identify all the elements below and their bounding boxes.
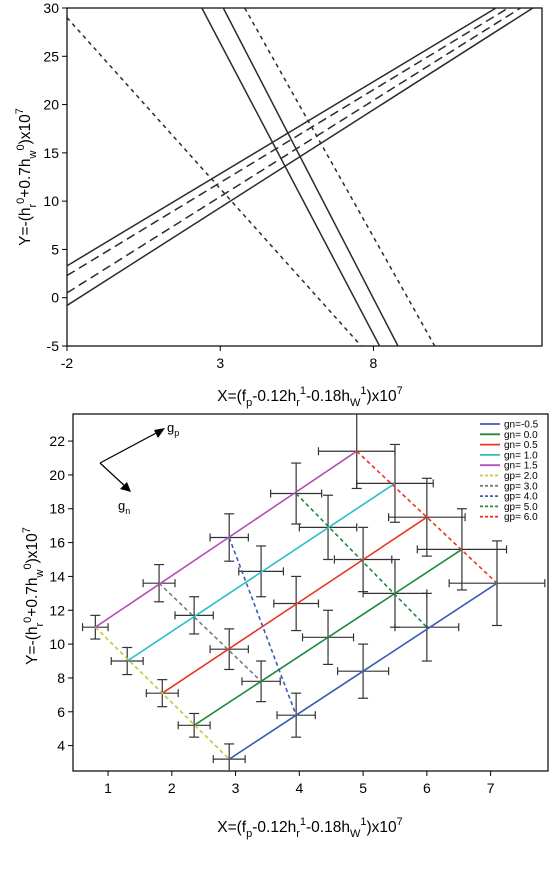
bottom-x-axis-label: X=(fp-0.12hr1-0.18hW1)x107 (217, 816, 402, 840)
top-line-5 (201, 8, 381, 346)
bottom-y-tick-label: 18 (49, 501, 65, 517)
top-x-tick-label: -2 (61, 355, 74, 371)
bottom-y-tick-label: 10 (49, 636, 65, 652)
top-x-axis-label: X=(fp-0.12hr1-0.18hW1)x107 (217, 385, 402, 409)
bottom-y-tick-label: 6 (57, 704, 65, 720)
top-series-lines (67, 8, 534, 346)
error-bar-4 (177, 712, 211, 738)
top-y-tick-label: 30 (43, 0, 59, 16)
bottom-y-tick-label: 22 (49, 433, 65, 449)
top-chart: -5 0 5 10 15 20 25 30 -2 3 8 Y=-(hr0+0.7hw0)x107 X… (14, 0, 543, 409)
legend-item-1: gn=-0.5 (480, 420, 539, 431)
top-line-6 (222, 8, 399, 346)
bottom-y-tick-label: 12 (49, 602, 65, 618)
bottom-y-tick-label: 14 (49, 568, 65, 584)
top-line-7 (67, 17, 362, 346)
legend-label: gp= 5.0 (504, 502, 538, 513)
bottom-series-line-1 (228, 582, 498, 760)
bottom-y-tick-label: 20 (49, 467, 65, 483)
error-bar-20 (394, 592, 460, 662)
top-y-tick-label: 20 (43, 97, 59, 113)
bottom-x-tick-label: 4 (295, 780, 303, 796)
bottom-y-tick-label: 4 (57, 738, 65, 754)
bottom-x-tick-label: 3 (232, 780, 240, 796)
top-y-axis-label: Y=-(hr0+0.7hw0)x107 (14, 108, 39, 246)
top-line-8 (244, 8, 436, 346)
top-line-3 (67, 8, 509, 277)
bottom-y-tick-label: 16 (49, 535, 65, 551)
legend-item-5: gn= 1.5 (480, 461, 538, 472)
legend-item-2: gn= 0.0 (480, 430, 538, 441)
bottom-series-lines (94, 450, 498, 760)
legend-item-4: gn= 1.0 (480, 450, 538, 461)
legend-label: gn= 1.0 (504, 450, 538, 461)
bottom-series-line-8 (228, 537, 297, 716)
top-y-tick-label: 0 (51, 290, 59, 306)
gp-arrow-head (154, 428, 165, 438)
top-x-tick-label: 8 (370, 355, 378, 371)
legend-item-9: gp= 5.0 (480, 502, 538, 513)
bottom-y-tick-label: 8 (57, 670, 65, 686)
bottom-series-line-2 (193, 548, 463, 726)
gn-arrow-line (99, 462, 128, 489)
top-plot-frame (66, 7, 543, 347)
legend-item-3: gn= 0.5 (480, 440, 538, 451)
bottom-series-line-4 (126, 482, 396, 662)
top-y-tick-label: 25 (43, 48, 59, 64)
error-bar-7 (174, 596, 214, 635)
bottom-series-line-5 (94, 450, 358, 628)
top-y-tick-label: -5 (47, 338, 60, 354)
legend-item-10: gp= 6.0 (480, 512, 538, 523)
legend-label: gp= 2.0 (504, 471, 538, 482)
bottom-legend: gn=-0.5gn= 0.0gn= 0.5gn= 1.0gn= 1.5gp= 2… (480, 420, 539, 523)
bottom-x-tick-label: 7 (487, 780, 495, 796)
legend-item-8: gp= 4.0 (480, 492, 538, 503)
top-y-tick-label: 15 (43, 145, 59, 161)
top-y-tick-label: 5 (51, 241, 59, 257)
bottom-series-line-6 (94, 626, 230, 760)
legend-item-7: gp= 3.0 (480, 481, 538, 492)
bottom-x-tick-label: 1 (104, 780, 112, 796)
gn-arrow-head (120, 482, 131, 492)
legend-label: gn= 1.5 (504, 461, 538, 472)
bottom-plot-frame (72, 413, 549, 772)
bottom-x-tick-label: 6 (423, 780, 431, 796)
top-axis-ticks: -5 0 5 10 15 20 25 30 -2 3 8 (43, 0, 377, 371)
legend-label: gp= 3.0 (504, 481, 538, 492)
top-line-1 (67, 8, 497, 267)
bottom-series-line-9 (295, 492, 428, 628)
legend-label: gn=-0.5 (504, 420, 539, 431)
bottom-series-line-3 (161, 516, 428, 694)
bottom-x-tick-label: 5 (359, 780, 367, 796)
bottom-x-tick-label: 2 (168, 780, 176, 796)
bottom-series-line-7 (158, 582, 262, 682)
legend-label: gp= 6.0 (504, 512, 538, 523)
bottom-y-axis-label: Y=-(hr0+0.7hw0)x107 (21, 527, 46, 665)
legend-label: gp= 4.0 (504, 492, 538, 503)
top-y-tick-label: 10 (43, 193, 59, 209)
legend-label: gn= 0.0 (504, 430, 538, 441)
gp-arrow-line (99, 430, 161, 464)
legend-label: gn= 0.5 (504, 440, 538, 451)
legend-item-6: gp= 2.0 (480, 471, 538, 482)
top-line-4 (67, 8, 521, 294)
top-x-tick-label: 3 (216, 355, 224, 371)
